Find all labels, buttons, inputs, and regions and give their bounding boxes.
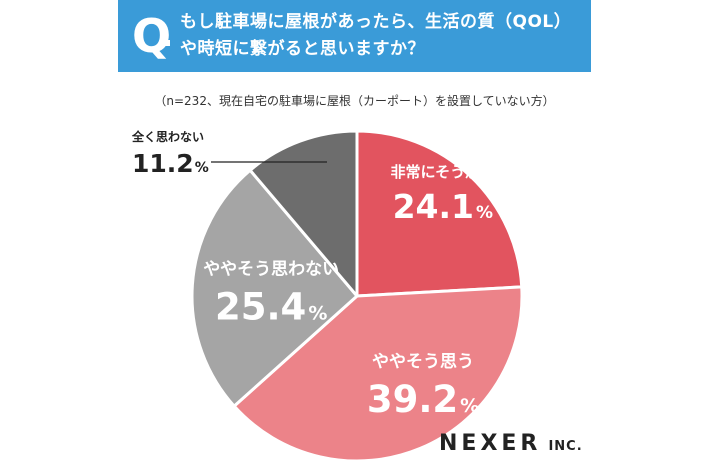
slice-value-label: 11.2% — [132, 149, 209, 178]
sample-note: （n=232、現在自宅の駐車場に屋根（カーポート）を設置していない方） — [154, 94, 555, 108]
question-line-1: もし駐車場に屋根があったら、生活の質（QOL） — [180, 12, 572, 32]
chart-card: Q もし駐車場に屋根があったら、生活の質（QOL） や時短に繋がると思いますか？… — [118, 0, 591, 474]
brand-logo: NEXER INC. — [439, 430, 583, 461]
pie-slice — [355, 129, 524, 298]
pie-slice — [248, 129, 359, 298]
q-dot — [164, 40, 170, 46]
slice-category-label: 非常にそう思う — [390, 163, 495, 181]
question-text: もし駐車場に屋根があったら、生活の質（QOL） や時短に繋がると思いますか？ — [180, 9, 585, 63]
brand-name: NEXER — [439, 431, 542, 456]
question-line-2: や時短に繋がると思いますか？ — [180, 39, 425, 59]
q-mark: Q — [132, 9, 172, 63]
slice-category-label: 全く思わない — [131, 129, 204, 144]
question-header: Q もし駐車場に屋根があったら、生活の質（QOL） や時短に繋がると思いますか？ — [118, 0, 591, 72]
brand-suffix: INC. — [548, 439, 583, 454]
pie-slice — [232, 285, 524, 463]
slice-category-label: ややそう思わない — [203, 260, 339, 280]
slice-value-label: 25.4% — [215, 286, 327, 329]
pie-slice — [190, 168, 359, 408]
slice-category-label: ややそう思う — [372, 352, 474, 372]
slice-value-label: 24.1% — [393, 187, 493, 226]
